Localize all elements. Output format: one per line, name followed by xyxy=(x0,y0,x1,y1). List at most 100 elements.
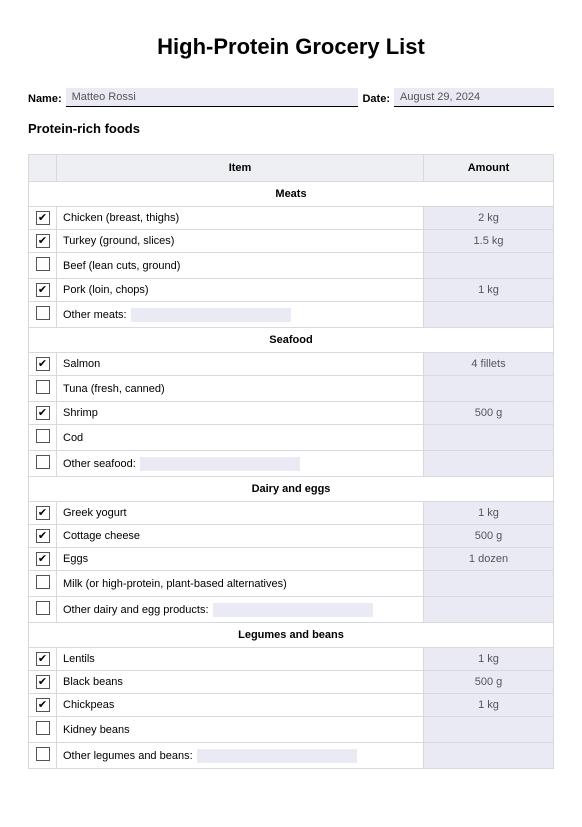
category-header: Meats xyxy=(29,182,554,207)
amount-cell[interactable]: 1 dozen xyxy=(424,548,554,571)
check-cell: ✔ xyxy=(29,694,57,717)
checkbox[interactable] xyxy=(36,455,50,469)
amount-cell[interactable]: 500 g xyxy=(424,671,554,694)
category-header: Legumes and beans xyxy=(29,623,554,648)
item-cell: Beef (lean cuts, ground) xyxy=(57,253,424,279)
date-field[interactable]: August 29, 2024 xyxy=(394,88,554,107)
amount-cell[interactable] xyxy=(424,376,554,402)
check-cell xyxy=(29,425,57,451)
check-cell: ✔ xyxy=(29,402,57,425)
table-row: ✔Salmon4 fillets xyxy=(29,353,554,376)
item-cell: Turkey (ground, slices) xyxy=(57,230,424,253)
item-cell: Lentils xyxy=(57,648,424,671)
item-cell: Black beans xyxy=(57,671,424,694)
item-label: Other dairy and egg products: xyxy=(63,604,209,616)
amount-cell[interactable] xyxy=(424,717,554,743)
item-cell: Pork (loin, chops) xyxy=(57,279,424,302)
table-row: ✔ Black beans500 g xyxy=(29,671,554,694)
other-input[interactable] xyxy=(140,457,300,471)
checkbox[interactable] xyxy=(36,429,50,443)
amount-cell[interactable] xyxy=(424,743,554,769)
item-cell: Milk (or high-protein, plant-based alter… xyxy=(57,571,424,597)
check-cell: ✔ xyxy=(29,207,57,230)
table-row: ✔ Pork (loin, chops)1 kg xyxy=(29,279,554,302)
checkbox[interactable]: ✔ xyxy=(36,698,50,712)
checkbox[interactable]: ✔ xyxy=(36,357,50,371)
table-row: Other dairy and egg products: xyxy=(29,597,554,623)
item-label: Other meats: xyxy=(63,309,127,321)
amount-cell[interactable]: 1 kg xyxy=(424,648,554,671)
checkbox[interactable]: ✔ xyxy=(36,652,50,666)
check-cell xyxy=(29,743,57,769)
table-row: ✔ Greek yogurt1 kg xyxy=(29,502,554,525)
name-field[interactable]: Matteo Rossi xyxy=(66,88,359,107)
amount-cell[interactable] xyxy=(424,302,554,328)
amount-cell[interactable]: 1 kg xyxy=(424,694,554,717)
checkbox[interactable] xyxy=(36,380,50,394)
item-cell: Other legumes and beans: xyxy=(57,743,424,769)
checkbox[interactable] xyxy=(36,257,50,271)
item-cell: Other seafood: xyxy=(57,451,424,477)
check-cell: ✔ xyxy=(29,230,57,253)
table-row: Cod xyxy=(29,425,554,451)
amount-cell[interactable] xyxy=(424,571,554,597)
amount-cell[interactable] xyxy=(424,451,554,477)
checkbox[interactable] xyxy=(36,306,50,320)
item-label: Other legumes and beans: xyxy=(63,750,193,762)
amount-cell[interactable] xyxy=(424,253,554,279)
checkbox[interactable]: ✔ xyxy=(36,675,50,689)
check-cell: ✔ xyxy=(29,648,57,671)
date-label: Date: xyxy=(362,93,390,107)
checkbox[interactable] xyxy=(36,575,50,589)
checkbox[interactable] xyxy=(36,601,50,615)
table-row: Other legumes and beans: xyxy=(29,743,554,769)
table-row: Beef (lean cuts, ground) xyxy=(29,253,554,279)
table-row: ✔ Shrimp500 g xyxy=(29,402,554,425)
checkbox[interactable] xyxy=(36,747,50,761)
amount-cell[interactable]: 1.5 kg xyxy=(424,230,554,253)
item-cell: Eggs xyxy=(57,548,424,571)
category-header: Seafood xyxy=(29,328,554,353)
checkbox[interactable]: ✔ xyxy=(36,234,50,248)
checkbox[interactable]: ✔ xyxy=(36,283,50,297)
table-row: Other seafood: xyxy=(29,451,554,477)
checkbox[interactable]: ✔ xyxy=(36,506,50,520)
check-cell xyxy=(29,376,57,402)
item-cell: Other dairy and egg products: xyxy=(57,597,424,623)
amount-cell[interactable]: 500 g xyxy=(424,402,554,425)
other-input[interactable] xyxy=(213,603,373,617)
table-row: Tuna (fresh, canned) xyxy=(29,376,554,402)
amount-cell[interactable]: 2 kg xyxy=(424,207,554,230)
amount-cell[interactable]: 500 g xyxy=(424,525,554,548)
amount-cell[interactable]: 1 kg xyxy=(424,502,554,525)
name-label: Name: xyxy=(28,93,62,107)
check-cell: ✔ xyxy=(29,548,57,571)
check-cell xyxy=(29,451,57,477)
item-cell: Tuna (fresh, canned) xyxy=(57,376,424,402)
checkbox[interactable] xyxy=(36,721,50,735)
check-cell: ✔ xyxy=(29,502,57,525)
checkbox[interactable]: ✔ xyxy=(36,406,50,420)
col-check xyxy=(29,155,57,182)
amount-cell[interactable] xyxy=(424,425,554,451)
check-cell xyxy=(29,571,57,597)
checkbox[interactable]: ✔ xyxy=(36,211,50,225)
item-label: Other seafood: xyxy=(63,458,136,470)
item-cell: Greek yogurt xyxy=(57,502,424,525)
other-input[interactable] xyxy=(197,749,357,763)
item-cell: Cottage cheese xyxy=(57,525,424,548)
check-cell xyxy=(29,253,57,279)
amount-cell[interactable]: 4 fillets xyxy=(424,353,554,376)
checkbox[interactable]: ✔ xyxy=(36,552,50,566)
item-cell: Shrimp xyxy=(57,402,424,425)
other-input[interactable] xyxy=(131,308,291,322)
table-row: Other meats: xyxy=(29,302,554,328)
check-cell: ✔ xyxy=(29,525,57,548)
amount-cell[interactable]: 1 kg xyxy=(424,279,554,302)
table-row: ✔ Lentils1 kg xyxy=(29,648,554,671)
amount-cell[interactable] xyxy=(424,597,554,623)
table-row: Kidney beans xyxy=(29,717,554,743)
checkbox[interactable]: ✔ xyxy=(36,529,50,543)
table-row: ✔ Turkey (ground, slices)1.5 kg xyxy=(29,230,554,253)
col-amount: Amount xyxy=(424,155,554,182)
